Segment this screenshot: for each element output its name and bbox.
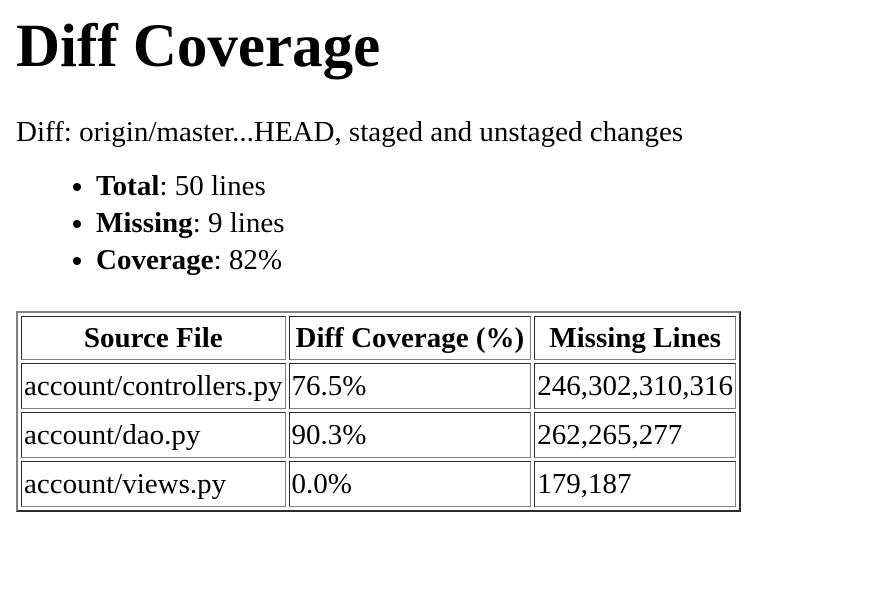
- source-file-cell: account/controllers.py: [21, 362, 286, 409]
- diff-coverage-cell: 76.5%: [288, 362, 532, 409]
- summary-list: Total: 50 lines Missing: 9 lines Coverag…: [16, 168, 886, 279]
- summary-value: : 50 lines: [159, 169, 266, 202]
- summary-value: : 82%: [213, 243, 283, 276]
- summary-item-total: Total: 50 lines: [96, 168, 886, 205]
- summary-label: Coverage: [96, 243, 214, 276]
- table-header-row: Source File Diff Coverage (%) Missing Li…: [21, 315, 736, 360]
- coverage-table: Source File Diff Coverage (%) Missing Li…: [16, 310, 741, 512]
- summary-label: Missing: [96, 206, 193, 239]
- missing-lines-cell: 179,187: [534, 460, 736, 507]
- report-page: Diff Coverage Diff: origin/master...HEAD…: [0, 16, 886, 512]
- summary-item-coverage: Coverage: 82%: [96, 242, 886, 279]
- column-header-source-file: Source File: [21, 315, 286, 360]
- summary-label: Total: [96, 169, 160, 202]
- diff-description: Diff: origin/master...HEAD, staged and u…: [16, 116, 684, 148]
- summary-value: : 9 lines: [192, 206, 285, 239]
- missing-lines-cell: 262,265,277: [534, 411, 736, 458]
- column-header-diff-coverage: Diff Coverage (%): [288, 315, 532, 360]
- diff-coverage-cell: 90.3%: [288, 411, 532, 458]
- source-file-cell: account/views.py: [21, 460, 286, 507]
- table-row: account/controllers.py 76.5% 246,302,310…: [21, 362, 736, 409]
- table-row: account/views.py 0.0% 179,187: [21, 460, 736, 507]
- column-header-missing-lines: Missing Lines: [534, 315, 736, 360]
- summary-item-missing: Missing: 9 lines: [96, 205, 886, 242]
- source-file-cell: account/dao.py: [21, 411, 286, 458]
- page-title: Diff Coverage: [16, 13, 381, 80]
- diff-coverage-cell: 0.0%: [288, 460, 532, 507]
- table-row: account/dao.py 90.3% 262,265,277: [21, 411, 736, 458]
- missing-lines-cell: 246,302,310,316: [534, 362, 736, 409]
